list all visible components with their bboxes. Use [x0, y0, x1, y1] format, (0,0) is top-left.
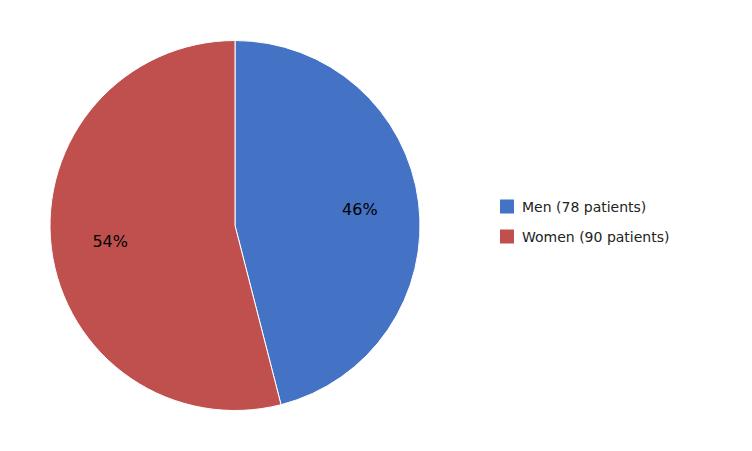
legend-swatch	[500, 230, 514, 244]
data-label: 46%	[342, 200, 378, 219]
legend: Men (78 patients) Women (90 patients)	[500, 199, 669, 245]
legend-label: Men (78 patients)	[522, 199, 646, 215]
pie-slice	[50, 41, 281, 411]
chart-container: 46% 54% Men (78 patients) Women (90 patient…	[0, 0, 752, 451]
legend-swatch	[500, 200, 514, 214]
legend-label: Women (90 patients)	[522, 229, 669, 245]
background	[0, 0, 752, 451]
data-labels: 46% 54%	[92, 200, 377, 251]
pie	[50, 41, 420, 411]
data-label: 54%	[92, 232, 128, 251]
chart: 46% 54% Men (78 patients) Women (90 patient…	[0, 0, 752, 451]
